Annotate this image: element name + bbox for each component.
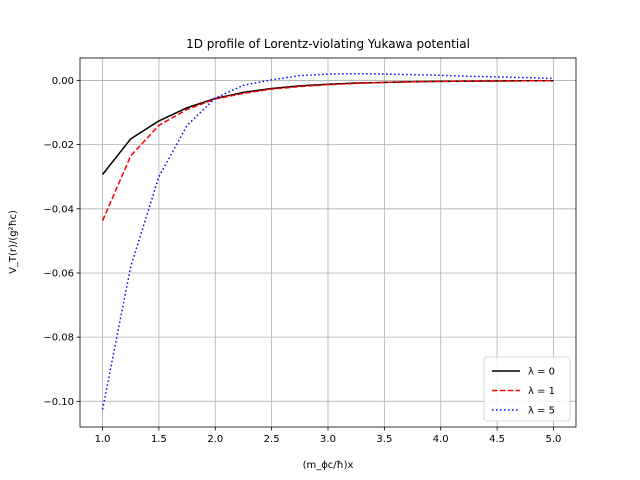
x-tick-label: 3.5 bbox=[376, 434, 392, 445]
series-line-2 bbox=[101, 72, 554, 410]
y-tick-label: 0.00 bbox=[52, 76, 74, 87]
y-tick-label: −0.10 bbox=[43, 397, 74, 408]
x-tick-label: 5.0 bbox=[546, 434, 562, 445]
y-tick-label: −0.04 bbox=[43, 204, 74, 215]
x-tick-label: 2.0 bbox=[207, 434, 223, 445]
series-line-1 bbox=[101, 79, 554, 221]
x-tick-label: 1.0 bbox=[95, 434, 111, 445]
x-tick-label: 2.5 bbox=[264, 434, 280, 445]
x-axis-label: (m_ϕc/ħ)x bbox=[303, 460, 354, 471]
legend-label-2: λ = 5 bbox=[528, 406, 555, 417]
x-axis-ticks: 1.0 1.5 2.0 2.5 3.0 3.5 4.0 4.5 5.0 bbox=[95, 427, 562, 445]
y-tick-label: −0.02 bbox=[43, 140, 74, 151]
x-tick-label: 4.0 bbox=[433, 434, 449, 445]
legend-label-0: λ = 0 bbox=[528, 367, 555, 378]
y-axis-label: V_T(r)/(g²ħc) bbox=[8, 210, 19, 274]
x-tick-label: 1.5 bbox=[151, 434, 167, 445]
y-axis-ticks: −0.10 −0.08 −0.06 −0.04 −0.02 0.00 bbox=[43, 76, 80, 408]
series-lines bbox=[101, 72, 554, 410]
y-tick-label: −0.08 bbox=[43, 333, 74, 344]
legend: λ = 0 λ = 1 λ = 5 bbox=[483, 356, 571, 422]
chart-title: 1D profile of Lorentz-violating Yukawa p… bbox=[186, 37, 470, 51]
legend-label-1: λ = 1 bbox=[528, 386, 555, 397]
y-tick-label: −0.06 bbox=[43, 268, 74, 279]
x-tick-label: 4.5 bbox=[489, 434, 505, 445]
x-tick-label: 3.0 bbox=[320, 434, 336, 445]
legend-box bbox=[483, 356, 571, 422]
